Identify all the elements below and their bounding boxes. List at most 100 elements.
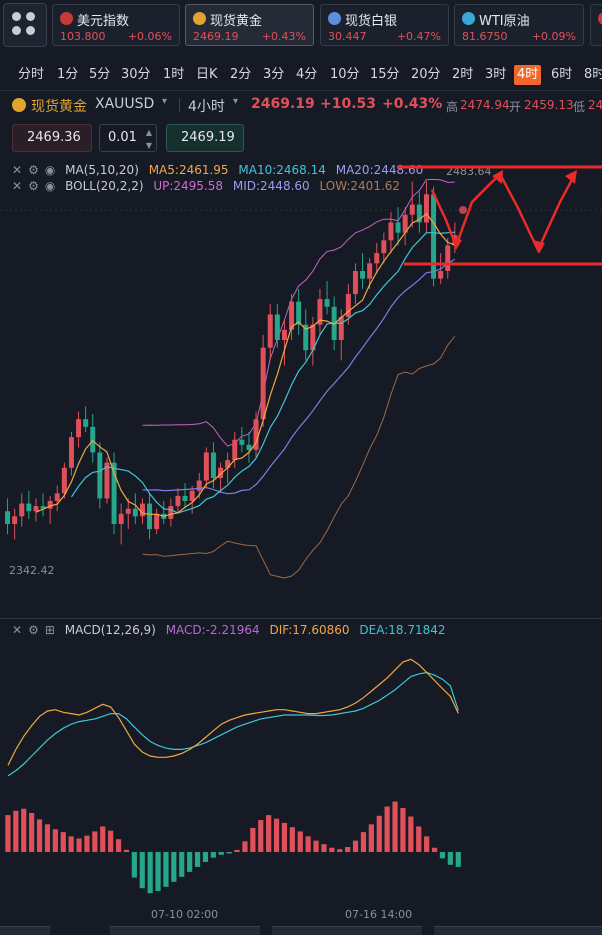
grid-dot-icon	[12, 12, 21, 21]
close-icon[interactable]: ✕	[12, 179, 23, 193]
close-icon[interactable]: ✕	[12, 623, 23, 637]
chevron-down-icon[interactable]: ▾	[233, 96, 239, 107]
close-icon[interactable]: ✕	[12, 163, 23, 177]
us-flag-icon	[60, 12, 73, 25]
ma5-line	[35, 212, 456, 517]
x-axis: 07-10 02:00 07-16 14:00	[0, 904, 602, 922]
grid-dot-icon	[12, 26, 21, 35]
candle	[175, 488, 181, 514]
symbol-code[interactable]: XAUUSD	[95, 96, 155, 112]
quote-name: 现货白银	[345, 14, 398, 29]
toolbar-button[interactable]	[272, 926, 422, 935]
quote-card-partial[interactable]	[590, 4, 602, 46]
macd-bar	[123, 849, 130, 852]
candle-body	[310, 324, 316, 351]
high-value: 2474.94	[460, 98, 510, 112]
candle-body	[289, 301, 295, 330]
period-selector[interactable]: 4小时	[188, 99, 225, 115]
expand-icon[interactable]: ⊞	[44, 623, 55, 637]
toolbar-button[interactable]	[0, 926, 50, 935]
candle	[296, 288, 302, 335]
candle-body	[210, 452, 216, 478]
candle-body	[296, 301, 302, 325]
low-label: 低	[573, 100, 586, 114]
tab-timeframe[interactable]: 8时	[584, 67, 602, 82]
candle	[118, 503, 124, 545]
tab-timeframe[interactable]: 3时	[485, 67, 507, 82]
boll-legend: ✕ ⚙ ◉ BOLL(20,2,2) UP:2495.58 MID:2448.60 …	[12, 179, 406, 193]
tab-timeframe[interactable]: 3分	[263, 67, 285, 82]
candle-body	[90, 426, 96, 453]
candle-body	[445, 245, 451, 271]
price-marker	[459, 206, 467, 214]
stepper-down-icon[interactable]: ▼	[145, 141, 152, 150]
candle	[147, 493, 153, 540]
arrow-head-icon	[565, 170, 577, 184]
candle-body	[203, 452, 209, 481]
candle-body	[345, 294, 351, 317]
buy-price-box[interactable]: 2469.19	[166, 124, 244, 152]
candle-body	[83, 419, 89, 427]
symbol-name[interactable]: 现货黄金	[31, 99, 87, 115]
eye-icon[interactable]: ◉	[44, 179, 56, 193]
candle	[97, 442, 103, 509]
macd-title: MACD(12,26,9)	[64, 623, 156, 637]
macd-bar	[447, 852, 453, 865]
silver-coin-icon	[328, 12, 341, 25]
tab-timeframe[interactable]: 15分	[370, 67, 400, 82]
ma10-line	[71, 231, 455, 514]
candle-body	[338, 317, 344, 340]
tab-timeframe[interactable]: 5分	[89, 67, 111, 82]
sell-price-box[interactable]: 2469.36	[12, 124, 92, 152]
tab-timeframe[interactable]: 6时	[551, 67, 573, 82]
candle	[281, 319, 287, 366]
eye-icon[interactable]: ◉	[44, 163, 56, 177]
tab-timeframe[interactable]: 4分	[296, 67, 318, 82]
macd-bar	[424, 836, 430, 852]
tab-timeframe[interactable]: 2分	[230, 67, 252, 82]
candle	[161, 501, 167, 524]
lot-size-input[interactable]: 0.01 ▲ ▼	[99, 124, 157, 152]
tab-timeframe[interactable]: 20分	[411, 67, 441, 82]
quote-card-spot-gold[interactable]: 现货黄金 2469.19 +0.43%	[185, 4, 314, 46]
settings-icon[interactable]: ⚙	[28, 179, 39, 193]
quote-change: +0.43%	[261, 30, 306, 43]
macd-bar	[108, 830, 114, 852]
toolbar-button[interactable]	[110, 926, 260, 935]
quote-card-spot-silver[interactable]: 现货白银 30.447 +0.47%	[320, 4, 449, 46]
moving-averages	[35, 212, 456, 517]
candle	[76, 411, 82, 448]
app-menu-button[interactable]	[3, 3, 47, 47]
boll-lower-line	[142, 335, 456, 579]
tab-timeframe[interactable]: 30分	[121, 67, 151, 82]
candle-body	[281, 329, 287, 340]
toolbar-button[interactable]	[434, 926, 602, 935]
settings-icon[interactable]: ⚙	[28, 163, 39, 177]
tab-timeframe[interactable]: 1时	[163, 67, 185, 82]
stepper-up-icon[interactable]: ▲	[145, 128, 152, 137]
macd-bar	[100, 826, 106, 852]
macd-chart[interactable]	[0, 640, 602, 910]
candle-body	[246, 444, 252, 450]
chevron-down-icon[interactable]: ▾	[162, 96, 168, 107]
tab-timeframe[interactable]: 2时	[452, 67, 474, 82]
candle	[218, 462, 224, 494]
quote-price: 81.6750	[462, 30, 508, 43]
macd-bar	[234, 849, 240, 852]
macd-bar	[92, 831, 98, 852]
quote-card-usd-index[interactable]: 美元指数 103.800 +0.06%	[52, 4, 180, 46]
tab-timeframe[interactable]: 1分	[57, 67, 79, 82]
tab-timeframe[interactable]: 日K	[196, 67, 218, 82]
tab-timeframe[interactable]: 分时	[18, 67, 45, 82]
quote-card-wti-oil[interactable]: WTI原油 81.6750 +0.09%	[454, 4, 584, 46]
candle-body	[147, 503, 153, 530]
boll-title: BOLL(20,2,2)	[65, 179, 144, 193]
candle-body	[189, 490, 195, 501]
settings-icon[interactable]: ⚙	[28, 623, 39, 637]
macd-bar	[297, 831, 303, 852]
quote-bar: 美元指数 103.800 +0.06% 现货黄金 2469.19 +0.43% …	[0, 0, 602, 52]
macd-bar	[115, 839, 122, 852]
tab-timeframe[interactable]: 10分	[330, 67, 360, 82]
candlestick-chart[interactable]: 2483.64 2342.42	[0, 156, 602, 616]
tab-timeframe-active[interactable]: 4时	[514, 65, 542, 85]
